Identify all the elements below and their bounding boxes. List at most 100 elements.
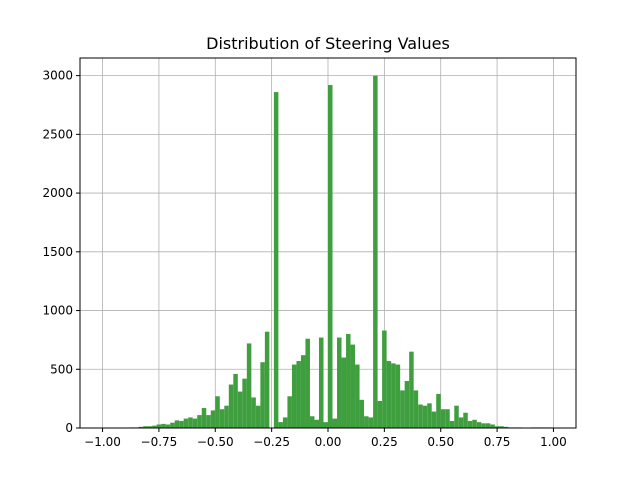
histogram-bar [161,423,166,428]
histogram-bar [400,390,405,428]
y-tick-label: 1000 [42,304,73,318]
y-tick-label: 3000 [42,69,73,83]
x-tick-label: 1.00 [540,435,567,449]
histogram-bar [215,396,220,428]
histogram-bar [255,405,261,428]
histogram-bar [481,423,486,428]
histogram-bar [192,418,198,428]
x-tick-label: 0.25 [371,435,398,449]
histogram-bar [463,412,468,428]
histogram-bar [237,391,243,428]
histogram-bar [418,404,423,428]
histogram-bar [395,364,401,428]
histogram-bar [278,422,283,428]
histogram-bar [476,422,482,428]
histogram-bar [170,422,175,428]
histogram-bar [359,399,365,428]
histogram-bar [368,417,374,428]
histogram-bar [449,420,455,428]
y-tick-label: 500 [50,362,73,376]
histogram-bar [156,424,162,428]
histogram-bar [341,357,347,428]
chart-title: Distribution of Steering Values [206,34,450,53]
histogram-bar [179,420,184,428]
histogram-bar [431,411,437,428]
y-tick-label: 0 [65,421,73,435]
histogram-bar [323,422,328,428]
histogram-bar [440,409,446,428]
histogram-bar [197,415,202,428]
histogram-bar [467,420,473,428]
histogram-bar [291,364,297,428]
histogram-bar [503,426,509,428]
histogram-bar [490,424,495,428]
histogram-bar [242,378,247,428]
histogram-bar [219,409,225,428]
histogram-bar [206,415,211,428]
histogram-bar [174,420,180,428]
histogram-bar [188,417,193,428]
histogram-bar [201,408,207,428]
histogram-bar [264,331,270,428]
histogram-bar [143,426,148,428]
histogram-bar [458,417,464,428]
x-tick-label: −0.75 [141,435,178,449]
histogram-bar [251,397,256,428]
x-tick-label: −0.50 [197,435,234,449]
histogram-bar [224,405,229,428]
histogram-bar [494,426,500,428]
histogram-bar [355,364,360,428]
histogram-bar [364,416,369,428]
histogram-bar [485,423,491,428]
x-tick-label: 0.00 [315,435,342,449]
histogram-bar [282,417,288,428]
histogram-bar [413,390,419,428]
histogram-bar [300,355,306,428]
histogram-bar [391,363,396,428]
y-tick-label: 2500 [42,127,73,141]
histogram-bar [472,419,477,428]
x-tick-label: −0.25 [253,435,290,449]
y-tick-label: 2000 [42,186,73,200]
histogram-bar [350,344,356,428]
histogram-bar [377,400,383,428]
histogram-bar [228,384,234,428]
histogram-bar [427,403,432,428]
histogram-bar [409,351,414,428]
histogram-bar [183,418,189,428]
histogram-bar [246,343,252,428]
histogram-bar [328,85,333,429]
histogram-bar [152,425,157,428]
histogram-bar [436,393,441,428]
x-tick-label: 0.75 [484,435,511,449]
histogram-bar [499,426,504,428]
histogram-bar [287,396,292,428]
histogram-bar [373,75,378,428]
histogram-bar [147,426,153,428]
histogram-bar [138,426,144,428]
histogram-bar [233,373,238,428]
histogram-bar [318,337,324,428]
histogram-bar [296,361,301,428]
histogram-bar [332,418,338,428]
histogram-bar [346,334,351,428]
histogram-bar [337,337,342,428]
histogram-bar [314,419,319,428]
histogram-bar [260,362,265,428]
histogram-bar [404,381,410,428]
histogram-bar [210,410,216,428]
x-tick-label: −1.00 [84,435,121,449]
histogram-bar [445,409,450,428]
histogram-bar [422,405,428,428]
histogram-bars [129,75,554,429]
y-tick-label: 1500 [42,245,73,259]
histogram-bar [386,361,392,428]
y-axis-ticks: 0 500 1000 1500 2000 2500 3000 [42,69,80,435]
x-axis-ticks: −1.00 −0.75 −0.50 −0.25 0.00 0.25 0.50 0.75 1.00 [84,428,567,449]
histogram-bar [165,424,171,428]
histogram-bar [273,92,279,429]
histogram-bar [454,405,459,428]
histogram-bar [382,330,387,428]
histogram-bar [305,338,310,428]
